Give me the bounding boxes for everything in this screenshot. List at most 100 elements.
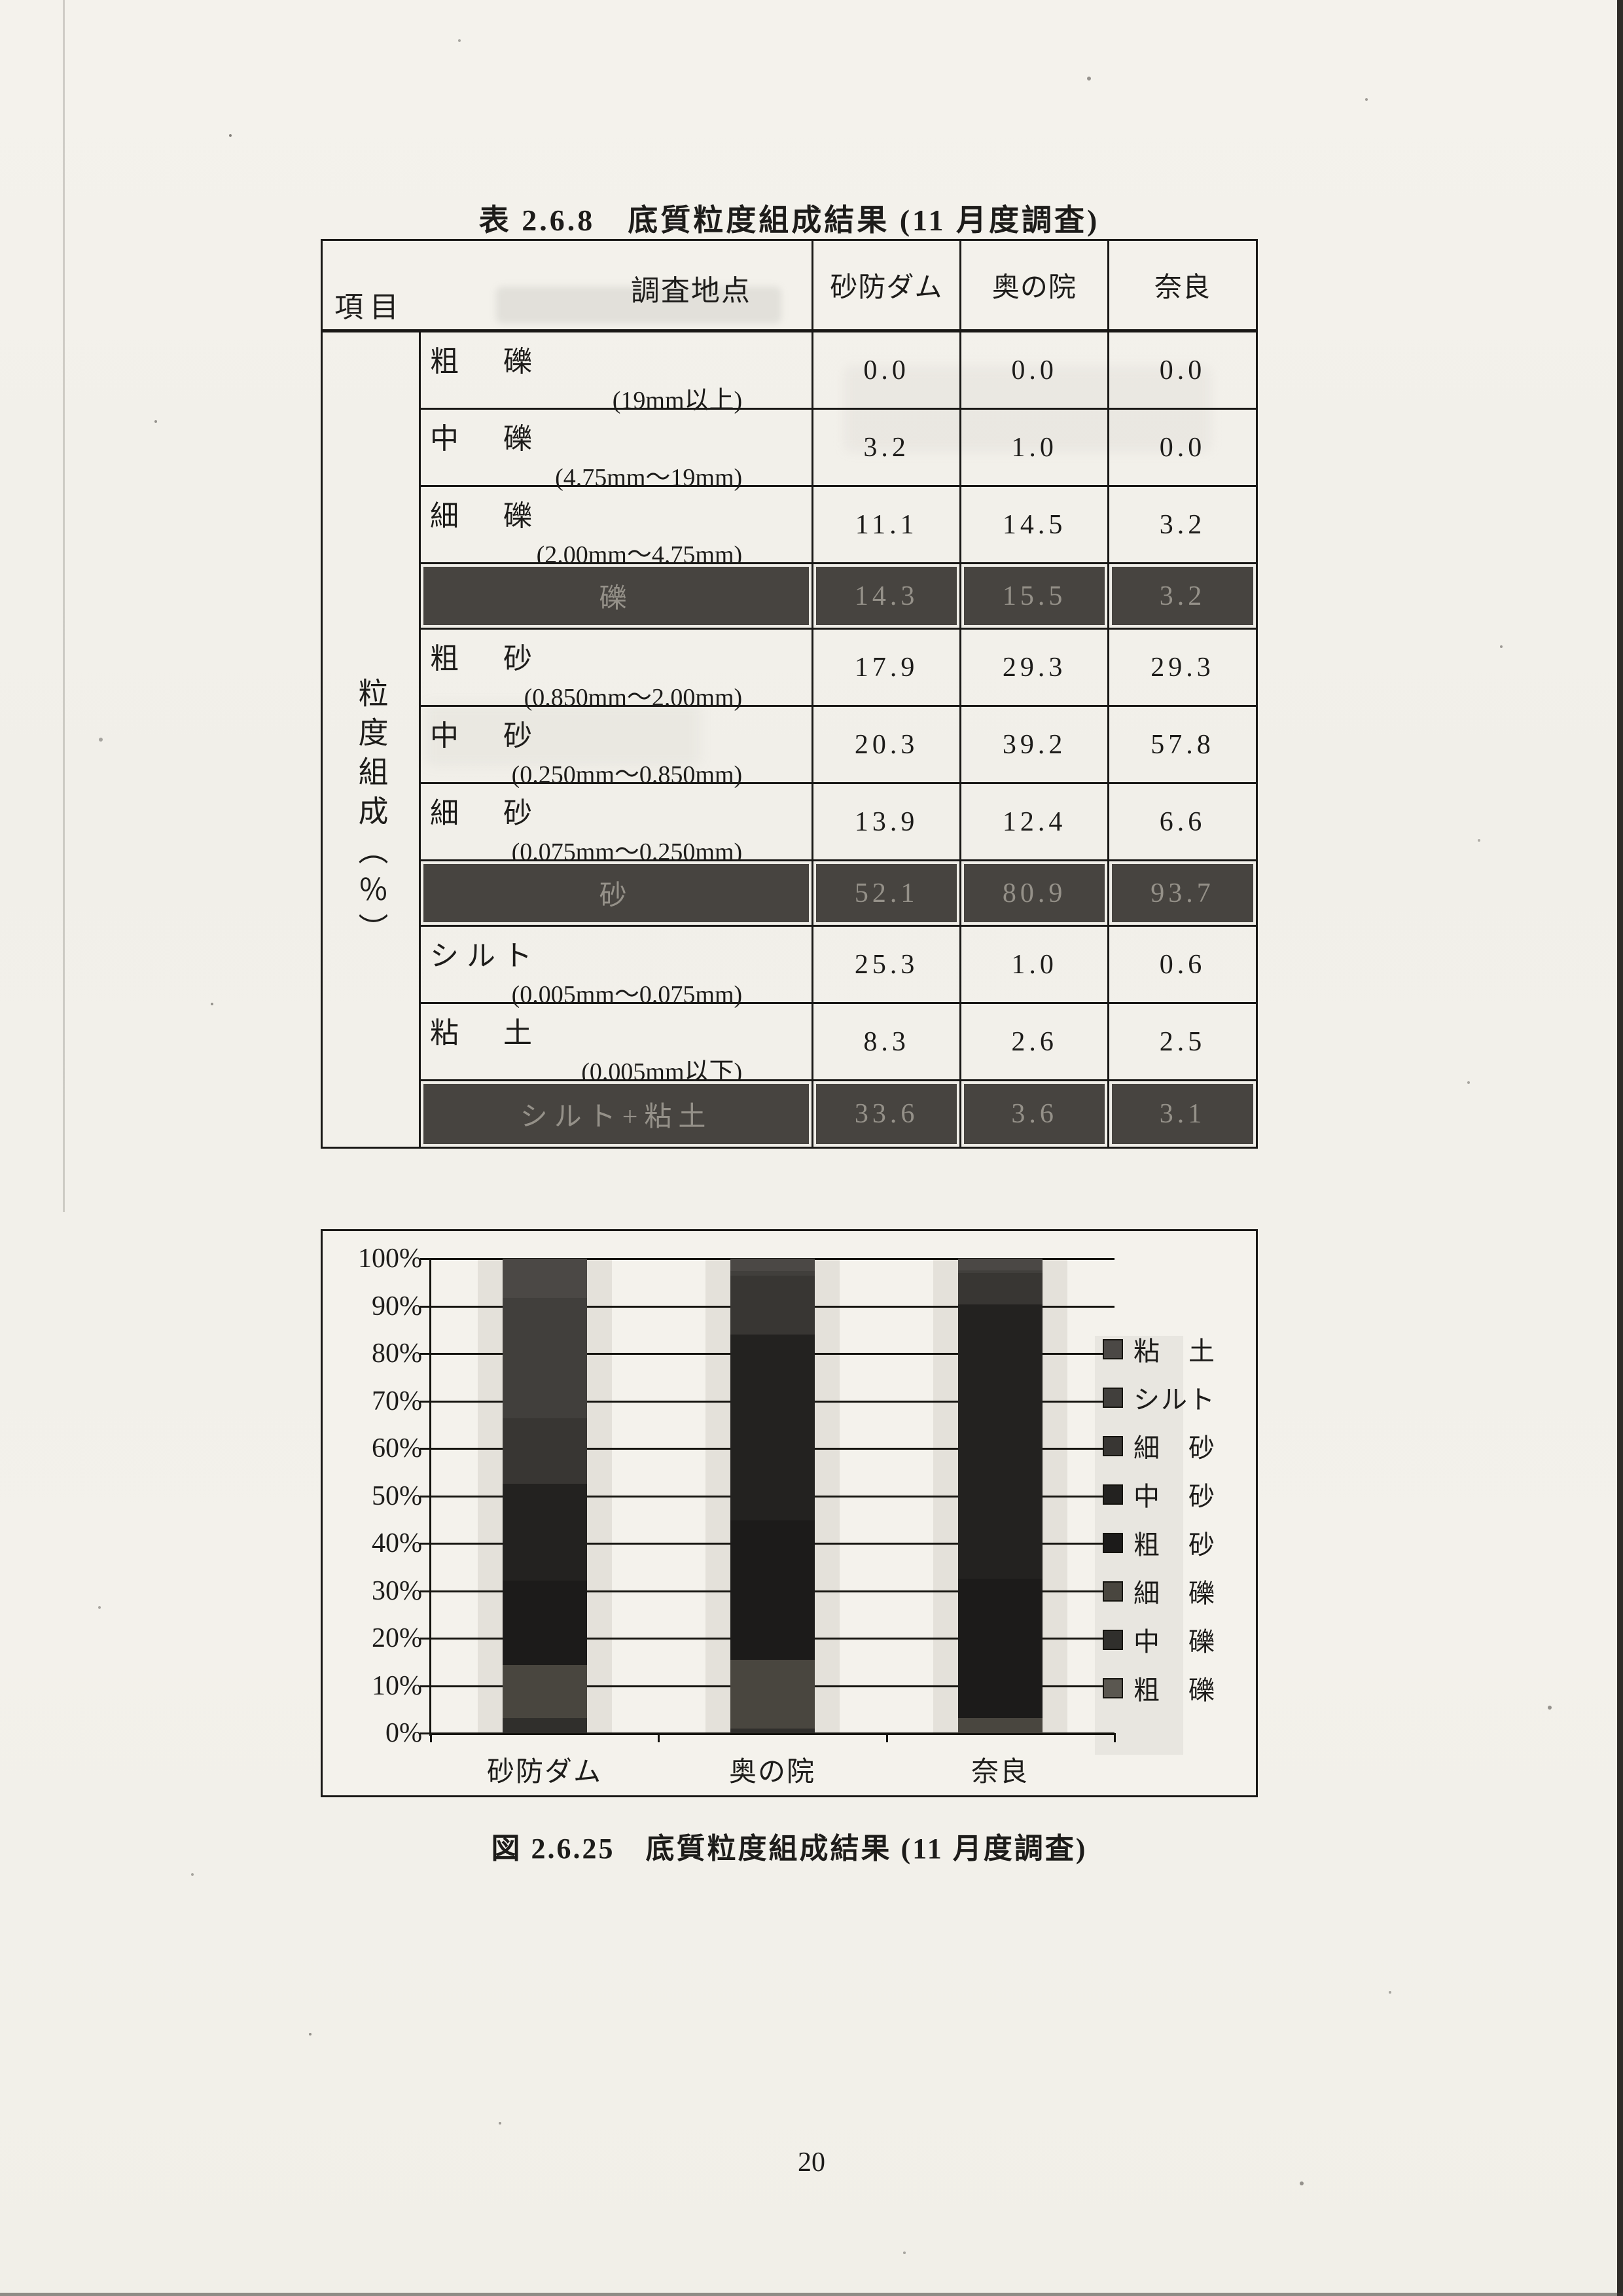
value-cell-fine-sand-col2: 6.6 bbox=[1107, 784, 1256, 859]
value-cell-medium-gravel-col0: 3.2 bbox=[812, 410, 959, 485]
scan-margin-line bbox=[63, 0, 65, 1212]
value-cell-fine-sand-col1: 12.4 bbox=[959, 784, 1107, 859]
legend-label-fine-sand: 細 砂 bbox=[1133, 1433, 1216, 1463]
value-cell-medium-gravel-col2: 0.0 bbox=[1107, 410, 1256, 485]
legend-swatch-fine-gravel bbox=[1103, 1581, 1123, 1602]
table-header: 調査地点 項目 砂防ダム 奥の院 奈良 bbox=[323, 241, 1256, 332]
row-label-coarse-sand: 粗 砂 (0.850mm〜2.00mm) bbox=[421, 630, 812, 711]
row-name: 中 砂 bbox=[430, 720, 540, 752]
y-axis-line bbox=[429, 1259, 431, 1736]
legend-item-medium-sand: 中 砂 bbox=[1103, 1475, 1216, 1513]
y-axis-tick-40 bbox=[420, 1543, 431, 1545]
row-size-range: (0.005mm〜0.075mm) bbox=[511, 981, 743, 1009]
row-name: 細 砂 bbox=[430, 797, 540, 829]
corner-label-survey-point: 調査地点 bbox=[630, 275, 751, 307]
table-body-wrap: 粒度組成（％） 粗 礫 (19mm以上) 0.0 0.0 0.0 中 礫 (4.75mm〜1… bbox=[323, 332, 1256, 1147]
table-row-gravel-total: 礫 14.3 15.5 3.2 bbox=[421, 564, 1256, 630]
row-size-range: (0.250mm〜0.850mm) bbox=[511, 761, 743, 789]
row-label-medium-gravel: 中 礫 (4.75mm〜19mm) bbox=[421, 410, 812, 492]
row-name: シルト bbox=[430, 940, 540, 972]
row-name: 粗 砂 bbox=[430, 643, 540, 675]
bar-segment-medium-sand-cat1 bbox=[730, 1335, 815, 1521]
table-body: 粗 礫 (19mm以上) 0.0 0.0 0.0 中 礫 (4.75mm〜19mm) 3.2 1… bbox=[421, 332, 1256, 1147]
legend-swatch-medium-gravel bbox=[1103, 1629, 1123, 1650]
bar-segment-medium-sand-cat0 bbox=[502, 1484, 587, 1581]
value-cell-silt-col1: 1.0 bbox=[959, 927, 1107, 1002]
row-label-fine-sand: 細 砂 (0.075mm〜0.250mm) bbox=[421, 784, 812, 866]
paper-specks bbox=[229, 134, 232, 137]
legend-item-silt: シルト bbox=[1103, 1378, 1216, 1416]
legend-label-clay: 粘 土 bbox=[1133, 1336, 1216, 1366]
row-name: 細 礫 bbox=[430, 500, 540, 532]
legend-label-fine-gravel: 細 礫 bbox=[1133, 1579, 1216, 1608]
legend-label-medium-gravel: 中 礫 bbox=[1133, 1627, 1216, 1657]
y-axis-label-70: 70% bbox=[372, 1386, 422, 1416]
legend-label-coarse-gravel: 粗 礫 bbox=[1133, 1676, 1216, 1705]
value-cell-clay-col2: 2.5 bbox=[1107, 1004, 1256, 1079]
y-axis-label-90: 90% bbox=[372, 1291, 422, 1321]
scan-edge-right bbox=[1617, 0, 1623, 2296]
row-label-medium-sand: 中 砂 (0.250mm〜0.850mm) bbox=[421, 707, 812, 789]
figure-caption: 図 2.6.25 底質粒度組成結果 (11 月度調査) bbox=[491, 1833, 1088, 1865]
grain-size-table: 調査地点 項目 砂防ダム 奥の院 奈良 粒度組成（％） 粗 礫 (19mm以上) 0… bbox=[321, 239, 1258, 1149]
y-axis-label-20: 20% bbox=[372, 1623, 422, 1653]
row-label-gravel-total: 礫 bbox=[421, 564, 812, 628]
value-cell-clay-col0: 8.3 bbox=[812, 1004, 959, 1079]
y-axis-tick-80 bbox=[420, 1353, 431, 1355]
y-axis-label-0: 0% bbox=[385, 1718, 422, 1748]
table-row-fine-gravel: 細 礫 (2.00mm〜4.75mm) 11.1 14.5 3.2 bbox=[421, 487, 1256, 569]
value-cell-gravel-total-col2: 3.2 bbox=[1107, 564, 1256, 628]
legend-item-coarse-gravel: 粗 礫 bbox=[1103, 1669, 1216, 1707]
y-axis-label-40: 40% bbox=[372, 1528, 422, 1558]
legend-item-fine-sand: 細 砂 bbox=[1103, 1427, 1216, 1465]
legend-swatch-silt bbox=[1103, 1387, 1123, 1408]
y-axis-tick-100 bbox=[420, 1258, 431, 1260]
x-axis-label-1: 奥の院 bbox=[728, 1757, 815, 1787]
x-axis-label-0: 砂防ダム bbox=[486, 1757, 602, 1787]
row-name: 中 礫 bbox=[430, 423, 540, 455]
value-cell-sand-total-col1: 80.9 bbox=[959, 861, 1108, 925]
bar-segment-clay-cat0 bbox=[502, 1259, 587, 1299]
row-label-coarse-gravel: 粗 礫 (19mm以上) bbox=[421, 332, 812, 414]
table-row-coarse-gravel: 粗 礫 (19mm以上) 0.0 0.0 0.0 bbox=[421, 332, 1256, 414]
value-cell-coarse-gravel-col2: 0.0 bbox=[1107, 332, 1256, 408]
table-row-clay: 粘 土 (0.005mm以下) 8.3 2.6 2.5 bbox=[421, 1004, 1256, 1086]
y-axis-label-100: 100% bbox=[358, 1244, 422, 1274]
y-axis-label-10: 10% bbox=[372, 1670, 422, 1701]
table-row-silt: シルト (0.005mm〜0.075mm) 25.3 1.0 0.6 bbox=[421, 927, 1256, 1009]
bar-segment-fine-gravel-cat1 bbox=[730, 1659, 815, 1729]
legend-item-medium-gravel: 中 礫 bbox=[1103, 1621, 1216, 1659]
y-axis-tick-30 bbox=[420, 1590, 431, 1592]
legend-item-clay: 粘 土 bbox=[1103, 1330, 1216, 1368]
y-axis-tick-20 bbox=[420, 1638, 431, 1640]
value-cell-silt-col0: 25.3 bbox=[812, 927, 959, 1002]
table-row-medium-gravel: 中 礫 (4.75mm〜19mm) 3.2 1.0 0.0 bbox=[421, 410, 1256, 492]
value-cell-coarse-sand-col2: 29.3 bbox=[1107, 630, 1256, 705]
row-label-silt-clay-total: シルト+粘土 bbox=[421, 1081, 812, 1147]
value-cell-silt-clay-total-col1: 3.6 bbox=[959, 1081, 1108, 1147]
y-axis-tick-10 bbox=[420, 1685, 431, 1687]
page-number: 20 bbox=[798, 2147, 825, 2178]
legend-swatch-coarse-sand bbox=[1103, 1532, 1123, 1553]
legend-swatch-fine-sand bbox=[1103, 1435, 1123, 1456]
y-axis-label-50: 50% bbox=[372, 1480, 422, 1511]
row-label-sand-total: 砂 bbox=[421, 861, 812, 925]
table-row-fine-sand: 細 砂 (0.075mm〜0.250mm) 13.9 12.4 6.6 bbox=[421, 784, 1256, 866]
table-row-silt-clay-total: シルト+粘土 33.6 3.6 3.1 bbox=[421, 1081, 1256, 1147]
y-axis-tick-60 bbox=[420, 1448, 431, 1450]
y-axis-tick-50 bbox=[420, 1495, 431, 1498]
x-axis-tick-0 bbox=[430, 1733, 432, 1742]
bar-segment-fine-sand-cat1 bbox=[730, 1276, 815, 1335]
bar-segment-fine-sand-cat0 bbox=[502, 1418, 587, 1484]
y-axis-label-30: 30% bbox=[372, 1575, 422, 1606]
y-axis-label-80: 80% bbox=[372, 1338, 422, 1369]
bar-segment-fine-sand-cat2 bbox=[957, 1273, 1043, 1305]
row-size-range: (19mm以上) bbox=[612, 387, 743, 414]
bar-segment-fine-gravel-cat0 bbox=[502, 1665, 587, 1718]
legend-swatch-clay bbox=[1103, 1338, 1123, 1359]
value-cell-silt-col2: 0.6 bbox=[1107, 927, 1256, 1002]
row-size-range: (4.75mm〜19mm) bbox=[555, 464, 743, 492]
row-name: 粘 土 bbox=[430, 1017, 540, 1049]
value-cell-silt-clay-total-col2: 3.1 bbox=[1107, 1081, 1256, 1147]
legend-label-medium-sand: 中 砂 bbox=[1133, 1482, 1216, 1511]
